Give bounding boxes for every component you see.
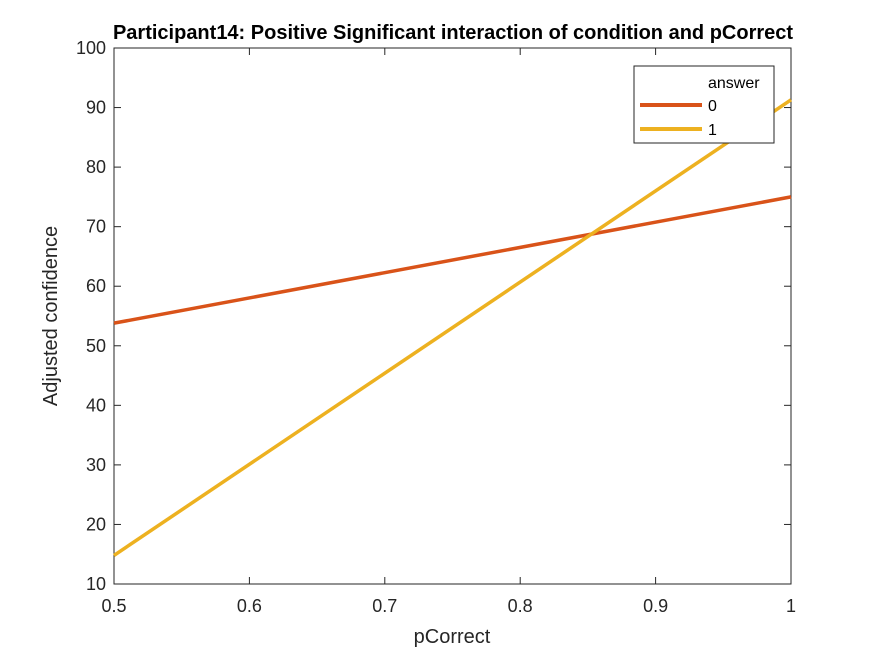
x-tick-labels: 0.5 0.6 0.7 0.8 0.9 1 [101, 596, 796, 616]
chart-title: Participant14: Positive Significant inte… [113, 22, 793, 44]
series-line-0 [113, 195, 792, 325]
y-axis-label: Adjusted confidence [40, 226, 62, 406]
y-tick-label: 90 [86, 98, 106, 118]
legend: answer 0 1 [633, 65, 775, 144]
y-tick-labels: 10 20 30 40 50 60 70 80 90 100 [76, 38, 106, 594]
y-tick-label: 40 [86, 395, 106, 415]
x-tick-label: 1 [786, 596, 796, 616]
y-tick-label: 80 [86, 157, 106, 177]
y-tick-label: 70 [86, 217, 106, 237]
tick-marks [113, 47, 792, 585]
legend-label-0: 0 [708, 98, 717, 115]
y-tick-label: 30 [86, 455, 106, 475]
x-tick-label: 0.5 [101, 596, 126, 616]
x-tick-label: 0.7 [372, 596, 397, 616]
series-line-1 [113, 98, 792, 557]
y-tick-label: 10 [86, 574, 106, 594]
y-tick-label: 100 [76, 38, 106, 58]
series-lines [113, 98, 792, 557]
x-tick-label: 0.8 [508, 596, 533, 616]
legend-label-1: 1 [708, 122, 717, 139]
legend-title: answer [708, 75, 760, 92]
y-tick-label: 50 [86, 336, 106, 356]
y-tick-label: 20 [86, 514, 106, 534]
x-tick-label: 0.9 [643, 596, 668, 616]
y-tick-label: 60 [86, 276, 106, 296]
x-axis-label: pCorrect [414, 626, 491, 648]
x-tick-label: 0.6 [237, 596, 262, 616]
